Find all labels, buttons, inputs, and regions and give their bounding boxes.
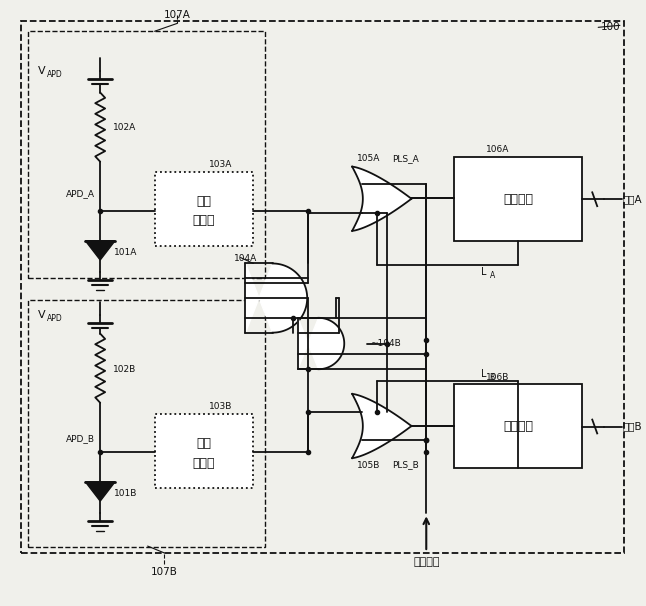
Text: V: V (38, 66, 46, 76)
Text: 103B: 103B (209, 402, 233, 411)
Text: 波形: 波形 (196, 437, 211, 450)
Text: V: V (38, 310, 46, 320)
Text: カウンタ: カウンタ (503, 193, 533, 206)
Polygon shape (298, 318, 344, 369)
Text: L: L (481, 369, 486, 379)
Text: B: B (490, 373, 495, 382)
Text: 信号A: 信号A (623, 195, 643, 204)
Text: 101A: 101A (114, 248, 138, 257)
Bar (454, 157, 583, 241)
Text: 波形: 波形 (196, 195, 211, 208)
Text: 106B: 106B (486, 373, 509, 382)
Text: 102B: 102B (113, 365, 136, 374)
Polygon shape (85, 241, 115, 260)
Bar (28, 32, 266, 278)
Text: PLS_B: PLS_B (391, 461, 419, 470)
Polygon shape (352, 394, 412, 458)
Text: L: L (481, 267, 486, 278)
Text: 信号B: 信号B (623, 422, 643, 431)
Polygon shape (85, 482, 115, 501)
Text: APD: APD (47, 70, 63, 79)
Bar (154, 171, 253, 245)
Text: 整形部: 整形部 (193, 215, 215, 227)
Bar (21, 21, 624, 553)
Text: APD_B: APD_B (66, 434, 94, 443)
Text: 106A: 106A (486, 145, 509, 155)
Text: 105A: 105A (357, 155, 380, 163)
Text: ~104B: ~104B (370, 339, 401, 348)
Text: 105B: 105B (357, 461, 380, 470)
Text: 104A: 104A (234, 254, 257, 263)
Text: APD_A: APD_A (66, 189, 94, 198)
Polygon shape (352, 167, 412, 231)
Text: 整形部: 整形部 (193, 456, 215, 470)
Text: 102A: 102A (113, 122, 136, 132)
Text: 107B: 107B (151, 567, 178, 577)
Text: A: A (490, 271, 495, 281)
Text: 107A: 107A (164, 10, 191, 21)
Text: 100: 100 (601, 22, 621, 32)
Bar (154, 414, 253, 488)
Text: 駆動信号: 駆動信号 (413, 557, 439, 567)
Text: 101B: 101B (114, 489, 138, 498)
Text: 103A: 103A (209, 160, 233, 169)
Text: PLS_A: PLS_A (391, 155, 419, 163)
Text: APD: APD (47, 315, 63, 324)
Text: カウンタ: カウンタ (503, 420, 533, 433)
Bar (454, 384, 583, 468)
Bar (28, 300, 266, 547)
Polygon shape (245, 264, 307, 333)
